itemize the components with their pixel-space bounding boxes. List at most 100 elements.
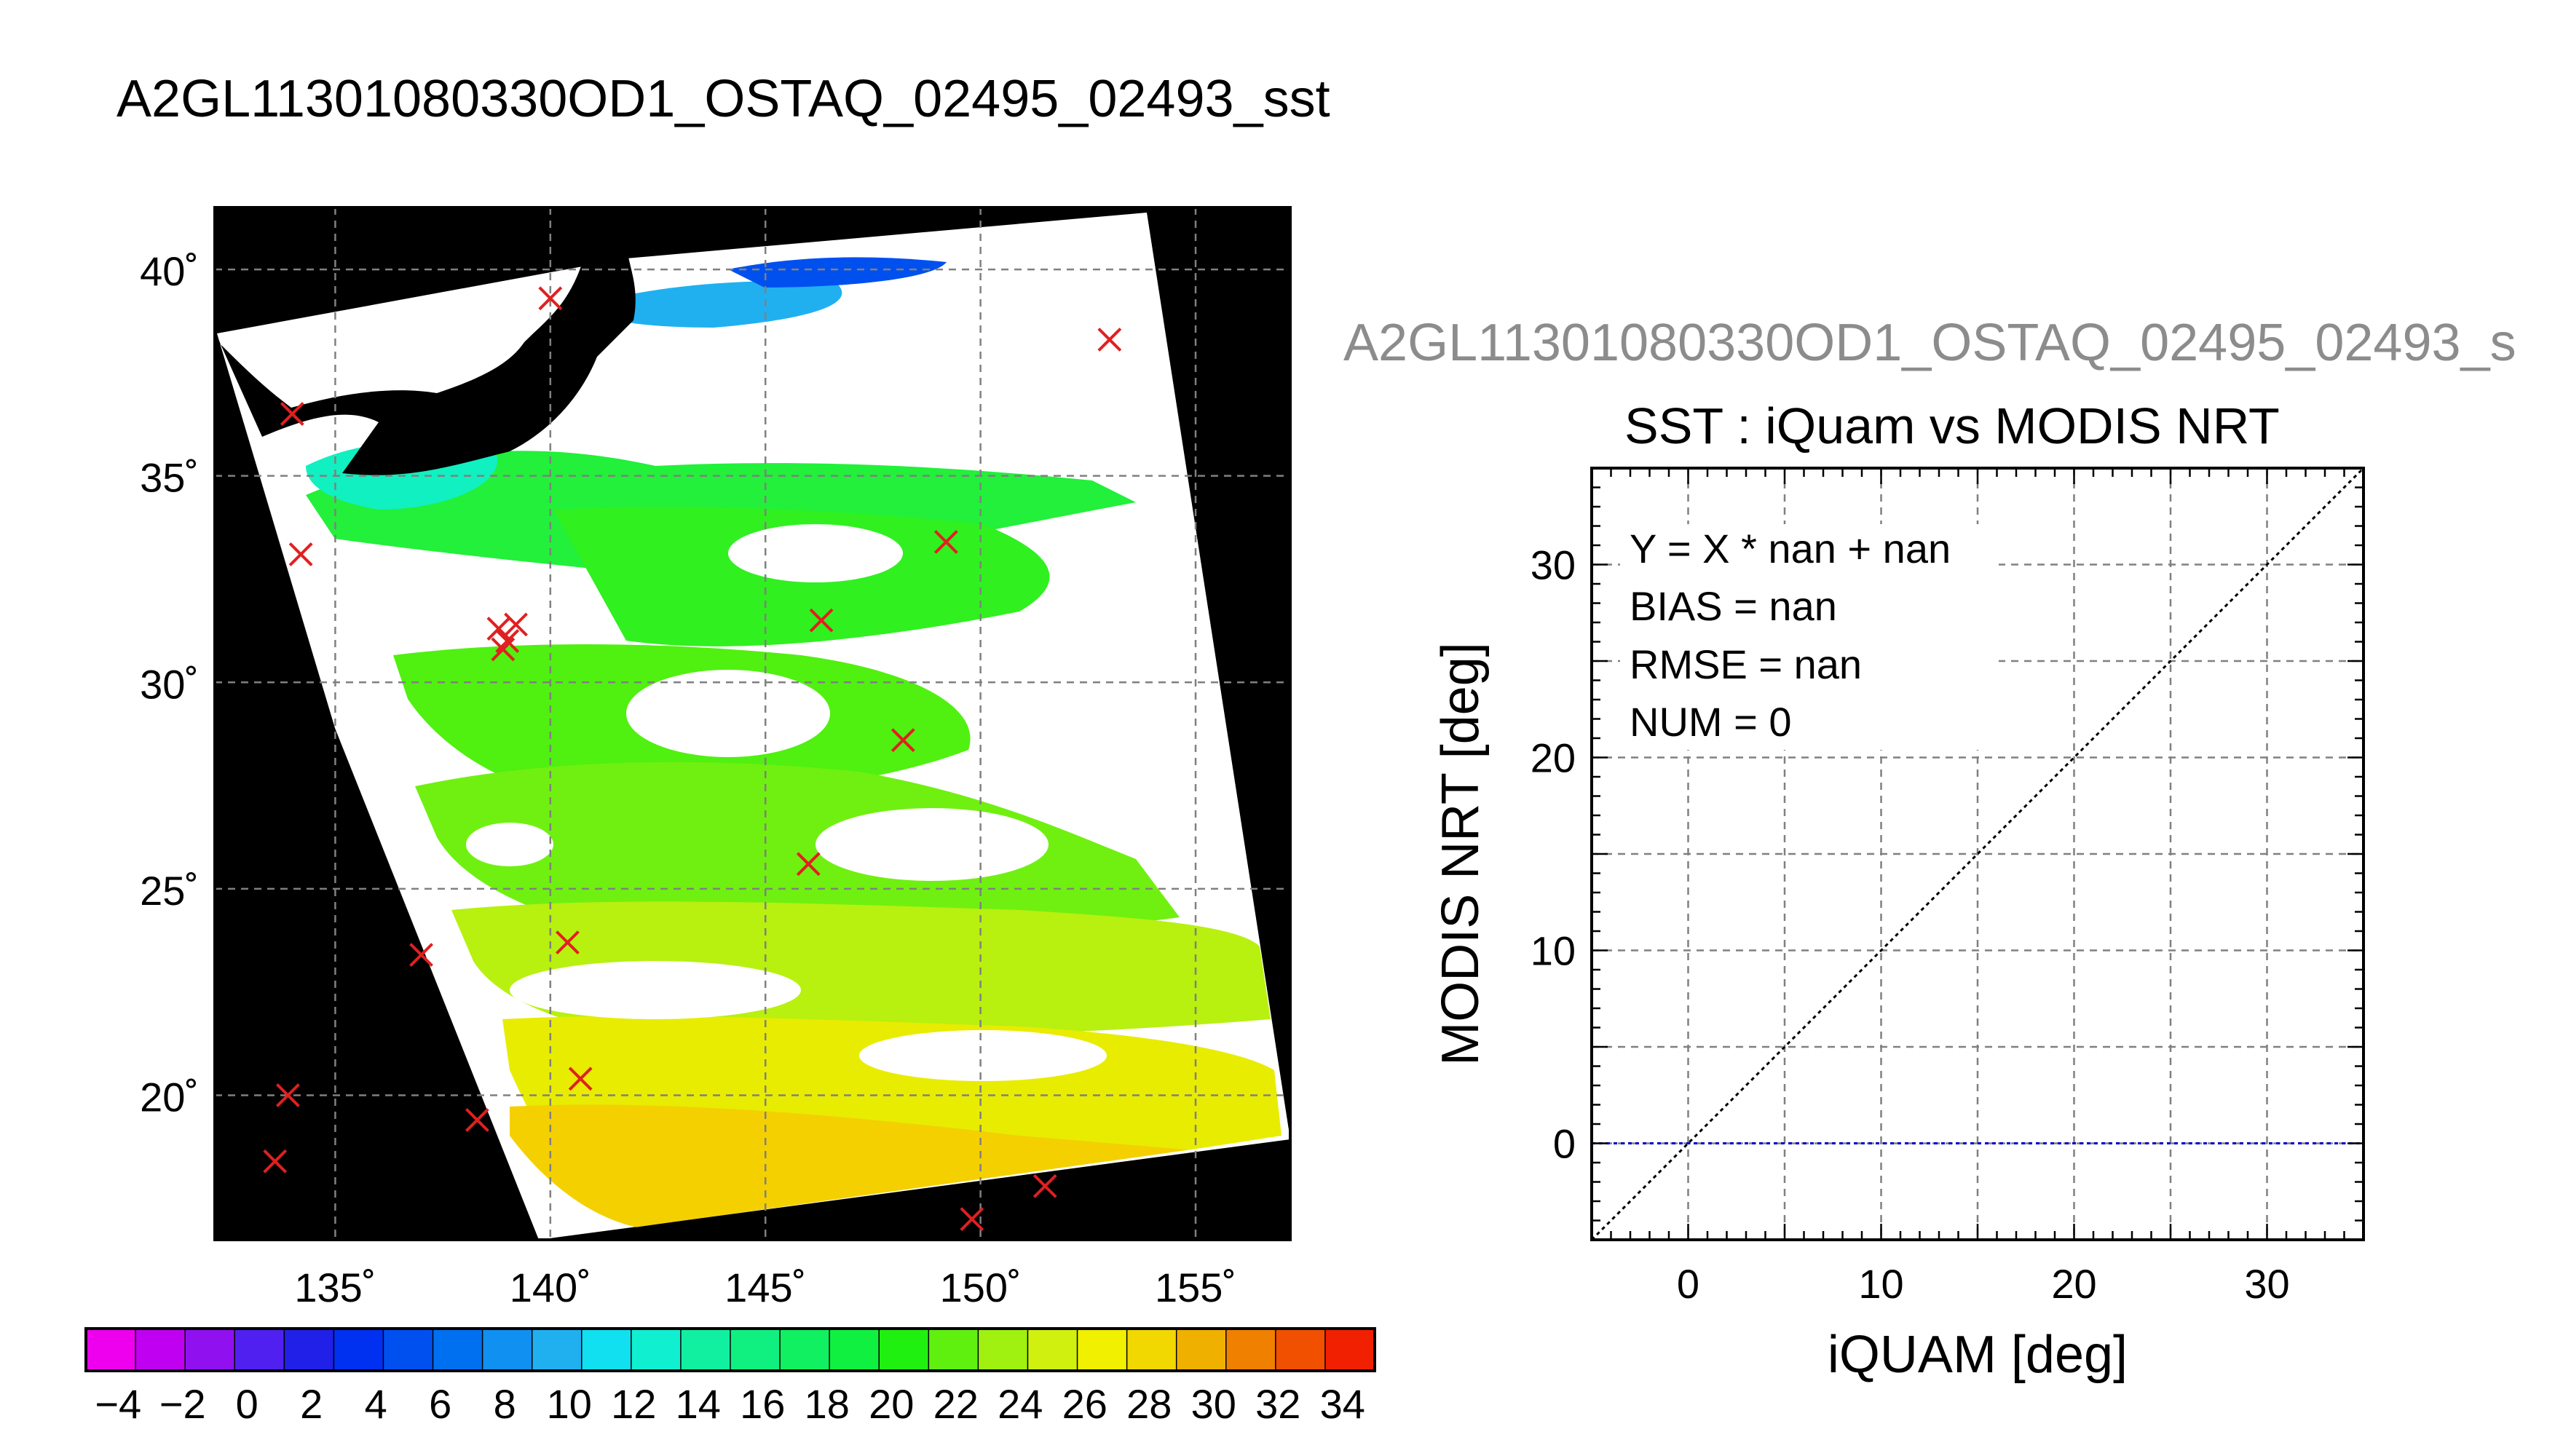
lon-tick-label: 150˚ bbox=[940, 1265, 1022, 1310]
lon-tick-label: 140˚ bbox=[510, 1265, 591, 1310]
station-marker bbox=[891, 728, 915, 753]
colorbar-cell bbox=[1126, 1329, 1177, 1371]
map-frame bbox=[213, 206, 1292, 1241]
colorbar-tick-label: 18 bbox=[805, 1381, 850, 1427]
colorbar-tick-label: 12 bbox=[611, 1381, 656, 1427]
station-marker bbox=[1097, 328, 1122, 352]
station-marker bbox=[796, 852, 821, 877]
colorbar-tick-label: 14 bbox=[676, 1381, 721, 1427]
y-tick-labels: 0 10 20 30 bbox=[1531, 542, 1576, 1167]
main-title: A2GL11301080330OD1_OSTAQ_02495_02493_sst bbox=[117, 70, 1330, 128]
colorbar-tick-label: 6 bbox=[429, 1381, 451, 1427]
colorbar-cell bbox=[1027, 1329, 1078, 1371]
colorbar-cell bbox=[879, 1329, 929, 1371]
y-tick-label: 0 bbox=[1553, 1121, 1576, 1167]
colorbar-cell bbox=[680, 1329, 731, 1371]
lat-tick-label: 40˚ bbox=[140, 248, 199, 294]
lat-tick-label: 25˚ bbox=[140, 868, 199, 914]
x-tick-label: 0 bbox=[1677, 1261, 1699, 1307]
colorbar-cell bbox=[185, 1329, 235, 1371]
colorbar-cell bbox=[581, 1329, 632, 1371]
colorbar-tick-label: 22 bbox=[933, 1381, 979, 1427]
x-tick-label: 20 bbox=[2051, 1261, 2096, 1307]
station-marker bbox=[538, 286, 563, 311]
colorbar-tick-label: 16 bbox=[740, 1381, 785, 1427]
station-marker bbox=[504, 612, 528, 637]
lat-tick-label: 20˚ bbox=[140, 1074, 199, 1120]
colorbar-tick-label: 10 bbox=[547, 1381, 592, 1427]
station-marker bbox=[491, 637, 516, 662]
station-marker bbox=[568, 1067, 593, 1091]
y-tick-label: 30 bbox=[1531, 542, 1576, 588]
lon-tick-label: 145˚ bbox=[724, 1265, 806, 1310]
station-marker bbox=[933, 530, 958, 554]
colorbar-tick-label: −4 bbox=[95, 1381, 141, 1427]
station-marker bbox=[263, 1149, 288, 1174]
lat-tick-label: 30˚ bbox=[140, 661, 199, 707]
no-data-left bbox=[215, 510, 535, 1240]
colorbar-cell bbox=[234, 1329, 285, 1371]
colorbar-tick-label: 24 bbox=[998, 1381, 1043, 1427]
y-tick-label: 20 bbox=[1531, 735, 1576, 781]
colorbar-cell bbox=[482, 1329, 533, 1371]
station-marker bbox=[409, 943, 433, 968]
colorbar-cells bbox=[86, 1329, 1375, 1371]
colorbar-cell bbox=[383, 1329, 434, 1371]
colorbar-cell bbox=[631, 1329, 682, 1371]
stats-box: Y = X * nan + nan BIAS = nan RMSE = nan … bbox=[1620, 524, 1999, 750]
stats-num: NUM = 0 bbox=[1630, 699, 1792, 745]
colorbar-cell bbox=[532, 1329, 583, 1371]
station-marker bbox=[809, 608, 834, 633]
cloud-mask bbox=[466, 524, 1107, 1081]
colorbar-tick-label: 32 bbox=[1255, 1381, 1300, 1427]
map-grid bbox=[215, 207, 1290, 1240]
colorbar-cell bbox=[1275, 1329, 1326, 1371]
scatter-panel-title: A2GL11301080330OD1_OSTAQ_02495_02493_s bbox=[1343, 314, 2516, 372]
scatter-subtitle: SST : iQuam vs MODIS NRT bbox=[1624, 397, 2280, 454]
sst-swath bbox=[215, 207, 1290, 1240]
scatter-lines bbox=[1590, 467, 2365, 1241]
colorbar-cell bbox=[730, 1329, 781, 1371]
lat-tick-labels: 40˚ 35˚ 30˚ 25˚ 20˚ bbox=[140, 248, 199, 1120]
stats-background bbox=[1620, 524, 1999, 750]
station-marker bbox=[960, 1207, 984, 1232]
colorbar-cell bbox=[978, 1329, 1028, 1371]
colorbar-tick-label: 28 bbox=[1126, 1381, 1172, 1427]
colorbar-tick-label: 26 bbox=[1062, 1381, 1107, 1427]
x-tick-labels: 0 10 20 30 bbox=[1677, 1261, 2290, 1307]
x-tick-label: 30 bbox=[2244, 1261, 2289, 1307]
stats-fit-line: Y = X * nan + nan bbox=[1630, 526, 1951, 571]
station-marker bbox=[1032, 1174, 1057, 1198]
colorbar-cell bbox=[135, 1329, 186, 1371]
station-marker bbox=[280, 402, 304, 427]
no-data-right bbox=[1147, 207, 1290, 1136]
colorbar-frame bbox=[84, 1327, 1376, 1372]
landmass bbox=[215, 240, 636, 475]
colorbar-tick-label: 0 bbox=[236, 1381, 258, 1427]
colorbar-cell bbox=[780, 1329, 830, 1371]
map-markers bbox=[263, 286, 1122, 1232]
x-axis-label: iQUAM [deg] bbox=[1828, 1326, 2128, 1384]
colorbar-cell bbox=[1225, 1329, 1276, 1371]
colorbar-tick-label: 20 bbox=[869, 1381, 914, 1427]
colorbar-tick-label: 8 bbox=[494, 1381, 516, 1427]
colorbar-cell bbox=[829, 1329, 880, 1371]
station-marker bbox=[465, 1108, 489, 1132]
stats-rmse: RMSE = nan bbox=[1630, 641, 1862, 687]
station-marker bbox=[556, 930, 580, 955]
stats-bias: BIAS = nan bbox=[1630, 583, 1837, 629]
y-axis-label: MODIS NRT [deg] bbox=[1431, 642, 1490, 1066]
scatter-minor-ticks bbox=[1590, 467, 2365, 1241]
y-tick-label: 10 bbox=[1531, 928, 1576, 974]
x-tick-label: 10 bbox=[1858, 1261, 1903, 1307]
colorbar-cell bbox=[284, 1329, 334, 1371]
colorbar-tick-label: −2 bbox=[159, 1381, 206, 1427]
lat-tick-label: 35˚ bbox=[140, 455, 199, 501]
colorbar-tick-label: 4 bbox=[365, 1381, 387, 1427]
colorbar-cell bbox=[1176, 1329, 1227, 1371]
colorbar-cell bbox=[928, 1329, 979, 1371]
lon-tick-label: 155˚ bbox=[1155, 1265, 1236, 1310]
